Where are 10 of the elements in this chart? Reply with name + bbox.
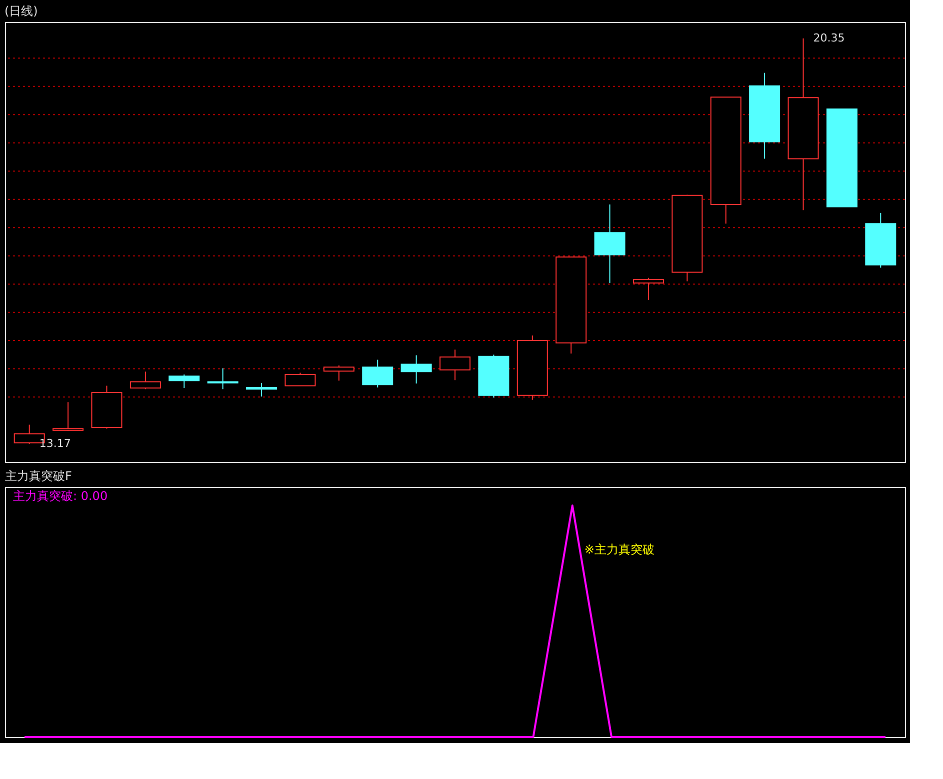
candlestick [52, 402, 84, 432]
text: 主力真突破: 0.00 [13, 489, 108, 503]
candlestick [246, 382, 278, 397]
chart-title: (日线) [4, 4, 38, 18]
annotation: 20.35 [813, 31, 845, 44]
candlestick [207, 368, 238, 390]
chart-title: 主力真突破F [5, 469, 72, 483]
annotation: ※主力真突破 [584, 542, 654, 556]
candlestick [632, 277, 664, 300]
annotation: 13.17 [39, 436, 71, 450]
